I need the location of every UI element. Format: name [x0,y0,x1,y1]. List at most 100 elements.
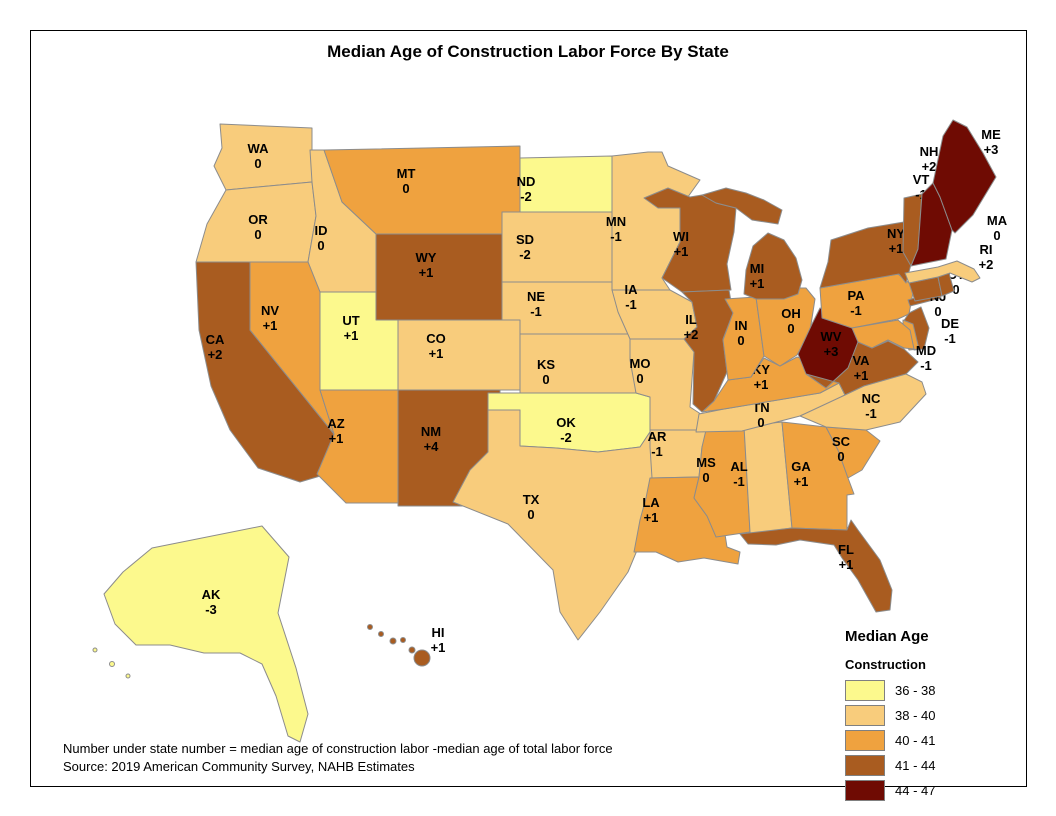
legend-swatch-2 [845,730,885,751]
label-co-abbr: CO [426,331,446,346]
label-sc-abbr: SC [832,434,851,449]
label-wy-value: +1 [419,265,434,280]
label-md-abbr: MD [916,343,936,358]
label-nj-value: 0 [934,304,941,319]
state-mi [701,187,803,300]
legend-classes: 36 - 38 38 - 40 40 - 41 41 - 44 44 - 47 [845,680,1020,801]
legend-title: Median Age [845,628,929,645]
label-sd-abbr: SD [516,232,534,247]
legend: Median Age Construction 36 - 38 38 - 40 40… [845,628,1020,805]
label-oh-value: 0 [787,321,794,336]
label-ak-value: -3 [205,602,217,617]
label-or-value: 0 [254,227,261,242]
label-al-abbr: AL [730,459,747,474]
label-nh-abbr: NH [920,144,939,159]
label-wi-value: +1 [674,244,689,259]
label-ca-abbr: CA [206,332,225,347]
label-va-value: +1 [854,368,869,383]
label-md-value: -1 [920,358,932,373]
label-id-abbr: ID [315,223,328,238]
label-la-abbr: LA [642,495,660,510]
label-nd-abbr: ND [517,174,536,189]
footnote-definition: Number under state number = median age o… [63,741,613,756]
label-ia-abbr: IA [625,282,639,297]
label-ri-value: +2 [979,257,994,272]
state-ma [904,260,981,284]
label-mo-abbr: MO [630,356,651,371]
legend-row-4: 44 - 47 [845,780,1020,801]
state-hi-island [400,637,406,643]
label-id-value: 0 [317,238,324,253]
label-mi-value: +1 [750,276,765,291]
label-co-value: +1 [429,346,444,361]
label-ga-value: +1 [794,474,809,489]
label-ia-value: -1 [625,297,637,312]
state-fl [739,519,893,613]
label-az-abbr: AZ [327,416,344,431]
label-ut-value: +1 [344,328,359,343]
state-ak-island [92,647,98,653]
label-fl-abbr: FL [838,542,854,557]
state-wy [375,233,503,321]
label-wv-value: +3 [824,344,839,359]
label-pa-abbr: PA [847,288,865,303]
label-in-value: 0 [737,333,744,348]
label-tn-value: 0 [757,415,764,430]
label-pa-value: -1 [850,303,862,318]
footnotes: Number under state number = median age o… [63,740,613,776]
label-ca-value: +2 [208,347,223,362]
state-ak-island [125,673,131,679]
legend-swatch-4 [845,780,885,801]
state-ak [103,525,309,743]
legend-row-2: 40 - 41 [845,730,1020,751]
label-nm-abbr: NM [421,424,441,439]
label-ms-abbr: MS [696,455,716,470]
label-fl-value: +1 [839,557,854,572]
state-ak-island [109,661,115,667]
label-me-abbr: ME [981,127,1001,142]
state-hi-island [408,646,416,654]
label-ma-value: 0 [993,228,1000,243]
label-la-value: +1 [644,510,659,525]
label-nh-value: +2 [922,159,937,174]
label-az-value: +1 [329,431,344,446]
label-tx-abbr: TX [523,492,540,507]
label-ga-abbr: GA [791,459,811,474]
label-mi-abbr: MI [750,261,764,276]
legend-row-3: 41 - 44 [845,755,1020,776]
legend-swatch-3 [845,755,885,776]
label-oh-abbr: OH [781,306,801,321]
label-nc-value: -1 [865,406,877,421]
map-title: Median Age of Construction Labor Force B… [327,42,729,61]
label-wy-abbr: WY [416,250,437,265]
label-wi-abbr: WI [673,229,689,244]
label-ak-abbr: AK [202,587,221,602]
label-ks-abbr: KS [537,357,555,372]
label-ct-value: 0 [952,282,959,297]
label-va-abbr: VA [852,353,870,368]
label-ky-value: +1 [754,377,769,392]
state-ne [501,281,631,335]
label-ar-abbr: AR [648,429,667,444]
legend-label-3: 41 - 44 [895,758,936,773]
footnote-source: Source: 2019 American Community Survey, … [63,759,415,774]
legend-row-0: 36 - 38 [845,680,1020,701]
label-ok-abbr: OK [556,415,576,430]
label-mn-abbr: MN [606,214,626,229]
label-me-value: +3 [984,142,999,157]
label-vt-value: -1 [915,187,927,202]
state-hi-island [413,649,431,667]
label-ny-value: +1 [889,241,904,256]
label-hi-value: +1 [431,640,446,655]
label-ny-abbr: NY [887,226,905,241]
label-mn-value: -1 [610,229,622,244]
legend-swatch-1 [845,705,885,726]
label-sc-value: 0 [837,449,844,464]
label-ms-value: 0 [702,470,709,485]
label-ks-value: 0 [542,372,549,387]
label-il-abbr: IL [685,312,697,327]
label-mt-abbr: MT [397,166,416,181]
label-hi-abbr: HI [432,625,445,640]
label-wa-value: 0 [254,156,261,171]
